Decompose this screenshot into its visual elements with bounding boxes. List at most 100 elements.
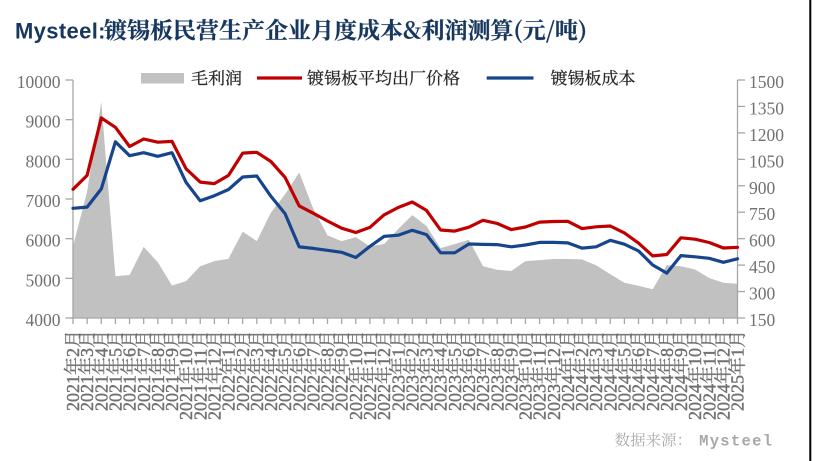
svg-text:2021: 2021 [148, 375, 168, 411]
svg-text:2021: 2021 [120, 375, 140, 411]
svg-text:9000: 9000 [26, 112, 61, 132]
svg-text:11: 11 [699, 349, 719, 366]
svg-text:10: 10 [176, 348, 196, 366]
svg-text:12: 12 [374, 348, 394, 366]
svg-text:7: 7 [303, 348, 323, 357]
svg-text:6000: 6000 [26, 231, 61, 251]
svg-text:2024: 2024 [643, 375, 663, 411]
svg-text:2023: 2023 [459, 375, 479, 411]
svg-text:2022: 2022 [275, 375, 295, 411]
svg-text:150: 150 [749, 310, 776, 330]
svg-text:1: 1 [728, 348, 748, 357]
svg-text:2022: 2022 [219, 375, 239, 411]
svg-text:2023: 2023 [431, 375, 451, 411]
svg-text:2: 2 [233, 348, 253, 357]
svg-text:2: 2 [63, 348, 83, 357]
svg-text:2022: 2022 [233, 375, 253, 411]
svg-text:11: 11 [530, 349, 550, 366]
svg-text:2023: 2023 [473, 375, 493, 411]
svg-text:2023: 2023 [445, 375, 465, 411]
svg-text:12: 12 [713, 348, 733, 366]
svg-text:8000: 8000 [26, 151, 61, 171]
svg-text:12: 12 [544, 348, 564, 366]
svg-text:1: 1 [388, 348, 408, 357]
svg-text:3: 3 [77, 348, 97, 357]
svg-text:300: 300 [749, 284, 776, 304]
svg-text:7: 7 [473, 348, 493, 357]
svg-text:2021: 2021 [204, 384, 224, 420]
svg-text:2022: 2022 [261, 375, 281, 411]
svg-text:8: 8 [318, 348, 338, 357]
svg-text:2023: 2023 [402, 375, 422, 411]
svg-text:10: 10 [516, 348, 536, 366]
svg-text:12: 12 [204, 348, 224, 366]
svg-text:8: 8 [148, 348, 168, 357]
svg-text:2022: 2022 [247, 375, 267, 411]
svg-text:2022: 2022 [303, 375, 323, 411]
svg-text:5: 5 [275, 348, 295, 357]
svg-text:6: 6 [459, 348, 479, 357]
svg-text:2024: 2024 [572, 375, 592, 411]
svg-text:Mysteel:: Mysteel: [15, 19, 106, 44]
svg-text:1: 1 [558, 348, 578, 357]
svg-text:2: 2 [572, 348, 592, 357]
svg-text:2024: 2024 [699, 384, 719, 420]
svg-text:2: 2 [402, 348, 422, 357]
svg-text:10000: 10000 [17, 72, 61, 92]
svg-text:2024: 2024 [671, 375, 691, 411]
svg-text:2022: 2022 [360, 384, 380, 420]
svg-text:1350: 1350 [749, 98, 784, 118]
svg-text:1200: 1200 [749, 125, 784, 145]
svg-text:4000: 4000 [26, 310, 61, 330]
svg-text:450: 450 [749, 257, 776, 277]
svg-text:5000: 5000 [26, 270, 61, 290]
svg-text:2021: 2021 [77, 375, 97, 411]
svg-text:7: 7 [643, 348, 663, 357]
svg-text:2021: 2021 [162, 375, 182, 411]
svg-text:2024: 2024 [600, 375, 620, 411]
svg-text:5: 5 [445, 348, 465, 357]
svg-text:2024: 2024 [558, 375, 578, 411]
svg-text:2021: 2021 [134, 375, 154, 411]
svg-text:8: 8 [487, 348, 507, 357]
svg-text:2022: 2022 [289, 375, 309, 411]
svg-text:2024: 2024 [586, 375, 606, 411]
svg-text:2024: 2024 [629, 375, 649, 411]
svg-text:2022: 2022 [374, 384, 394, 420]
svg-text:2023: 2023 [388, 375, 408, 411]
svg-text:11: 11 [360, 349, 380, 366]
svg-text:2021: 2021 [63, 375, 83, 411]
svg-text:2024: 2024 [713, 384, 733, 420]
svg-text:2022: 2022 [346, 384, 366, 420]
svg-text:7000: 7000 [26, 191, 61, 211]
svg-text:4: 4 [261, 348, 281, 357]
svg-text:7: 7 [134, 348, 154, 357]
svg-text:2023: 2023 [501, 375, 521, 411]
svg-text:2021: 2021 [176, 384, 196, 420]
svg-text:3: 3 [247, 348, 267, 357]
svg-text:Mysteel: Mysteel [699, 433, 773, 451]
svg-text:10: 10 [346, 348, 366, 366]
svg-text:9: 9 [501, 348, 521, 357]
svg-text:2021: 2021 [91, 375, 111, 411]
svg-text:3: 3 [417, 348, 437, 357]
svg-text:8: 8 [657, 348, 677, 357]
svg-text:2025: 2025 [728, 375, 748, 411]
svg-text:750: 750 [749, 204, 776, 224]
svg-text:1500: 1500 [749, 72, 784, 92]
svg-text:4: 4 [600, 348, 620, 357]
svg-text:2024: 2024 [614, 375, 634, 411]
svg-text:2022: 2022 [318, 375, 338, 411]
svg-text:2024: 2024 [685, 384, 705, 420]
svg-text:1: 1 [219, 348, 239, 357]
svg-text:2021: 2021 [190, 384, 210, 420]
svg-text:9: 9 [332, 348, 352, 357]
svg-text:5: 5 [106, 348, 126, 357]
svg-text:2022: 2022 [332, 375, 352, 411]
svg-text:11: 11 [190, 349, 210, 366]
svg-text:2023: 2023 [530, 384, 550, 420]
svg-text:6: 6 [629, 348, 649, 357]
svg-text:10: 10 [685, 348, 705, 366]
svg-text:6: 6 [289, 348, 309, 357]
svg-text:2023: 2023 [417, 375, 437, 411]
